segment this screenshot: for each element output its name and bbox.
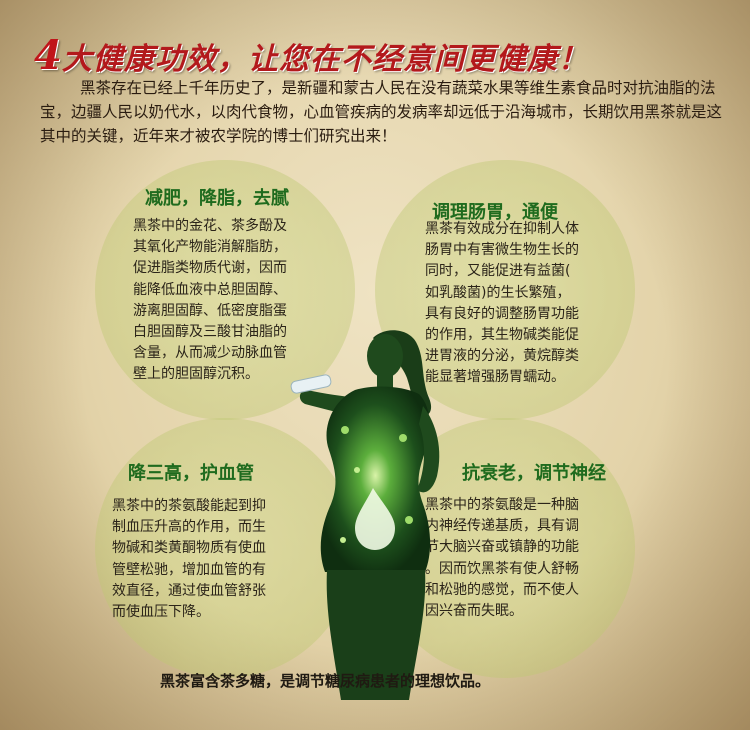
benefit-line: 壁上的胆固醇沉积。 (133, 366, 259, 383)
benefit-line: 肠胃中有害微生物生长的 (425, 242, 579, 259)
benefit-title-digestion: 调理肠胃，通便 (432, 202, 558, 223)
benefit-line: 游离胆固醇、低密度脂蛋 (133, 302, 287, 319)
benefit-line: 白胆固醇及三酸甘油脂的 (133, 324, 287, 341)
sparkle-dot (341, 426, 349, 434)
benefit-line: 节大脑兴奋或镇静的功能 (425, 539, 579, 556)
benefit-line: 黑茶有效成分在抑制人体 (425, 221, 579, 237)
benefit-body-weight-loss: 黑茶中的金花、茶多酚及 其氧化产物能消解脂肪， 促进脂类物质代谢，因而 能降低血… (133, 216, 287, 386)
benefit-line: 黑茶中的茶氨酸能起到抑 (112, 498, 266, 514)
benefit-line: 因兴奋而失眠。 (425, 603, 523, 620)
benefit-line: 促进脂类物质代谢，因而 (133, 260, 287, 277)
woman-silhouette-illustration (290, 330, 440, 700)
sparkle-dot (399, 434, 407, 442)
benefit-line: 具有良好的调整肠胃功能 (425, 305, 579, 322)
benefit-line: 物碱和类黄酮物质有使血 (112, 540, 266, 557)
benefit-line: 其氧化产物能消解脂肪， (133, 239, 287, 256)
torso-shape (320, 386, 431, 572)
benefit-line: 黑茶中的金花、茶多酚及 (133, 218, 287, 234)
bottle-icon (290, 374, 332, 394)
benefit-title-weight-loss: 减肥，降脂，去腻 (145, 188, 289, 209)
hip-arm-shape (417, 406, 440, 493)
benefit-body-blood-pressure: 黑茶中的茶氨酸能起到抑 制血压升高的作用，而生 物碱和类黄酮物质有使血 管壁松驰… (112, 496, 266, 623)
benefit-line: 效直径，通过使血管舒张 (112, 582, 266, 599)
benefit-line: 管壁松驰，增加血管的有 (112, 561, 266, 578)
benefit-line: 进胃液的分泌，黄烷醇类 (425, 348, 579, 365)
benefit-line: 含量，从而减少动脉血管 (133, 345, 287, 362)
head-shape (367, 334, 403, 378)
intro-paragraph: 黑茶存在已经上千年历史了，是新疆和蒙古人民在没有蔬菜水果等维生素食品时对抗油脂的… (40, 79, 723, 145)
benefit-line: 同时，又能促进有益菌( (425, 263, 571, 280)
benefit-line: 内神经传递基质，具有调 (425, 518, 579, 535)
benefit-title-anti-aging: 抗衰老，调节神经 (462, 463, 606, 484)
benefit-line: 的作用，其生物碱类能促 (425, 327, 579, 344)
benefit-line: 能降低血液中总胆固醇、 (133, 281, 287, 298)
benefit-line: 。因而饮黑茶有使人舒畅 (425, 560, 579, 577)
benefit-line: 能显著增强肠胃蠕动。 (425, 369, 565, 386)
benefit-circle-top-left (95, 160, 355, 420)
benefit-line: 黑茶中的茶氨酸是一种脑 (425, 497, 579, 513)
neck-shape (377, 374, 393, 390)
water-drop-icon (355, 488, 395, 550)
sparkle-dot (340, 537, 346, 543)
benefit-title-blood-pressure: 降三高，护血管 (128, 463, 254, 484)
benefit-line: 制血压升高的作用，而生 (112, 519, 266, 536)
legs-shape (326, 570, 426, 700)
benefit-line: 如乳酸菌)的生长繁殖， (425, 284, 571, 301)
headline-number: 4 (34, 32, 62, 79)
benefit-body-digestion: 黑茶有效成分在抑制人体 肠胃中有害微生物生长的 同时，又能促进有益菌( 如乳酸菌… (425, 219, 579, 389)
sparkle-dot (354, 467, 360, 473)
benefit-circle-bottom-left (95, 418, 355, 678)
footer-note: 黑茶富含茶多糖，是调节糖尿病患者的理想饮品。 (160, 672, 491, 690)
benefit-line: 而使血压下降。 (112, 604, 210, 621)
sparkle-dot (405, 516, 413, 524)
headline-text: 大健康功效，让您在不经意间更健康！ (61, 42, 589, 77)
benefit-body-anti-aging: 黑茶中的茶氨酸是一种脑 内神经传递基质，具有调 节大脑兴奋或镇静的功能 。因而饮… (425, 495, 579, 622)
benefit-line: 和松驰的感觉，而不使人 (425, 581, 579, 598)
headline: 4大健康功效，让您在不经意间更健康！ (34, 32, 589, 79)
